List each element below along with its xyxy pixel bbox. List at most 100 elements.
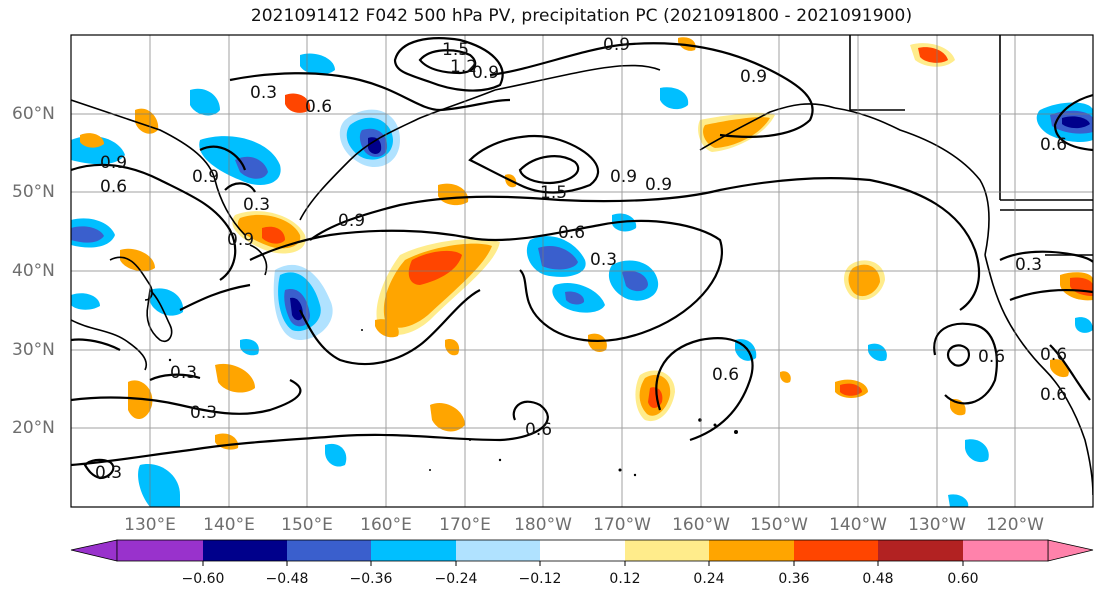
contour-label-0p6: 0.6 bbox=[558, 223, 585, 243]
colorbar-frame bbox=[116, 539, 1049, 562]
precip-blob-neg bbox=[565, 291, 585, 305]
contour-label-0p9: 0.9 bbox=[227, 230, 254, 250]
lon-label-150e: 150°E bbox=[281, 515, 333, 535]
gridlines bbox=[71, 35, 1093, 507]
colorbar-segment bbox=[709, 540, 794, 561]
islands bbox=[168, 329, 738, 477]
lon-label-170e: 170°E bbox=[439, 515, 491, 535]
colorbar-segment bbox=[625, 540, 709, 561]
map-frame bbox=[70, 34, 1094, 508]
pv-contour bbox=[229, 72, 511, 112]
pv-contour bbox=[71, 338, 121, 351]
colorbar-segment bbox=[456, 540, 540, 561]
precip-blob-pos bbox=[588, 333, 607, 353]
pv-contour bbox=[179, 283, 251, 311]
colorbar bbox=[70, 539, 1094, 566]
precip-blob-neg bbox=[71, 293, 100, 310]
lat-label-60n: 60°N bbox=[12, 104, 55, 124]
contour-label-0p9: 0.9 bbox=[472, 63, 499, 83]
pv-contour bbox=[1049, 344, 1091, 401]
pv-contour bbox=[489, 42, 814, 138]
contour-label-0p9: 0.9 bbox=[192, 167, 219, 187]
lon-label-140e: 140°E bbox=[203, 515, 255, 535]
precip-blob-neg bbox=[150, 288, 184, 316]
precip-blob-pos bbox=[848, 264, 880, 297]
precip-blob-neg bbox=[1075, 317, 1093, 333]
colorbar-arrow-left bbox=[70, 539, 118, 562]
contour-label-0p9: 0.9 bbox=[740, 67, 767, 87]
contour-label-0p3: 0.3 bbox=[243, 195, 270, 215]
precip-blob-pos bbox=[375, 319, 399, 338]
pv-contour bbox=[71, 163, 237, 281]
pv-contour bbox=[999, 250, 1093, 263]
contour-label-0p6: 0.6 bbox=[1040, 385, 1067, 405]
colorbar-label: −0.48 bbox=[265, 571, 309, 587]
pv-contour bbox=[299, 289, 481, 366]
pv-contour bbox=[518, 155, 580, 185]
contour-label-0p3: 0.3 bbox=[170, 363, 197, 383]
lon-label-180w: 180°W bbox=[514, 515, 572, 535]
colorbar-label: −0.60 bbox=[181, 571, 225, 587]
contour-label-0p6: 0.6 bbox=[978, 347, 1005, 367]
pv-contour bbox=[655, 337, 754, 442]
pv-contour bbox=[199, 145, 247, 171]
lon-label-140w: 140°W bbox=[829, 515, 887, 535]
contour-label-0p3: 0.3 bbox=[590, 250, 617, 270]
lon-label-160w: 160°W bbox=[672, 515, 730, 535]
pv-contour bbox=[309, 176, 980, 311]
contour-label-0p9: 0.9 bbox=[645, 175, 672, 195]
pv-contour bbox=[418, 49, 477, 75]
pv-contour bbox=[71, 400, 549, 467]
precip-blob-neg bbox=[235, 156, 268, 179]
precip-shading bbox=[71, 37, 1093, 507]
contour-label-0p6: 0.6 bbox=[305, 97, 332, 117]
precip-blob-neg bbox=[325, 443, 347, 467]
colorbar-segment bbox=[371, 540, 456, 561]
pv-contour bbox=[149, 373, 201, 381]
colorbar-label: 0.60 bbox=[947, 571, 979, 587]
precip-blob-neg bbox=[965, 439, 989, 463]
colorbar-ticks bbox=[202, 561, 964, 566]
colorbar-segment bbox=[203, 540, 287, 561]
precip-blob-neg bbox=[1062, 116, 1090, 129]
colorbar-label: −0.24 bbox=[434, 571, 478, 587]
precip-blob-neg bbox=[868, 343, 887, 362]
precip-blob-pos bbox=[678, 37, 696, 51]
lon-label-160e: 160°E bbox=[360, 515, 412, 535]
colorbar-label: 0.24 bbox=[693, 571, 725, 587]
pv-contours bbox=[71, 37, 1093, 480]
precip-blob-pos bbox=[262, 226, 285, 244]
colorbar-arrow-right bbox=[1047, 539, 1094, 562]
pv-contour bbox=[1053, 93, 1093, 152]
contour-label-1p2: 1.2 bbox=[450, 57, 477, 77]
colorbar-segment bbox=[963, 540, 1048, 561]
precip-blob-neg bbox=[948, 494, 969, 507]
contour-labels: 0.3 0.6 1.5 1.2 0.9 0.9 0.9 0.9 0.6 0.3 … bbox=[95, 35, 1067, 483]
lat-label-30n: 30°N bbox=[12, 340, 55, 360]
colorbar-segment bbox=[117, 540, 203, 561]
lon-label-130e: 130°E bbox=[124, 515, 176, 535]
contour-label-0p9: 0.9 bbox=[100, 153, 127, 173]
precip-blob-neg bbox=[190, 88, 220, 116]
precip-blob-pos bbox=[408, 250, 462, 285]
contour-label-0p6: 0.6 bbox=[525, 420, 552, 440]
precip-blob-pos bbox=[438, 183, 469, 206]
lon-label-150w: 150°W bbox=[750, 515, 808, 535]
pv-contour bbox=[71, 379, 302, 415]
figure-title: 2021091412 F042 500 hPa PV, precipitatio… bbox=[250, 6, 913, 26]
colorbar-segment bbox=[794, 540, 878, 561]
precip-blob-pos bbox=[780, 371, 791, 383]
contour-label-0p6: 0.6 bbox=[1040, 345, 1067, 365]
colorbar-segment bbox=[540, 540, 625, 561]
precip-blob-pos bbox=[703, 117, 770, 148]
precip-blob-neg bbox=[368, 137, 382, 154]
precip-blob-pos bbox=[918, 47, 948, 63]
pv-contour bbox=[1009, 288, 1093, 302]
contour-label-0p6: 0.6 bbox=[1040, 135, 1067, 155]
contour-label-0p6: 0.6 bbox=[712, 365, 739, 385]
precip-blob-pos bbox=[430, 402, 465, 432]
precip-blob-pos bbox=[120, 248, 155, 272]
contour-label-1p5: 1.5 bbox=[442, 40, 469, 60]
precip-blob-neg bbox=[290, 297, 303, 321]
lat-label-40n: 40°N bbox=[12, 261, 55, 281]
